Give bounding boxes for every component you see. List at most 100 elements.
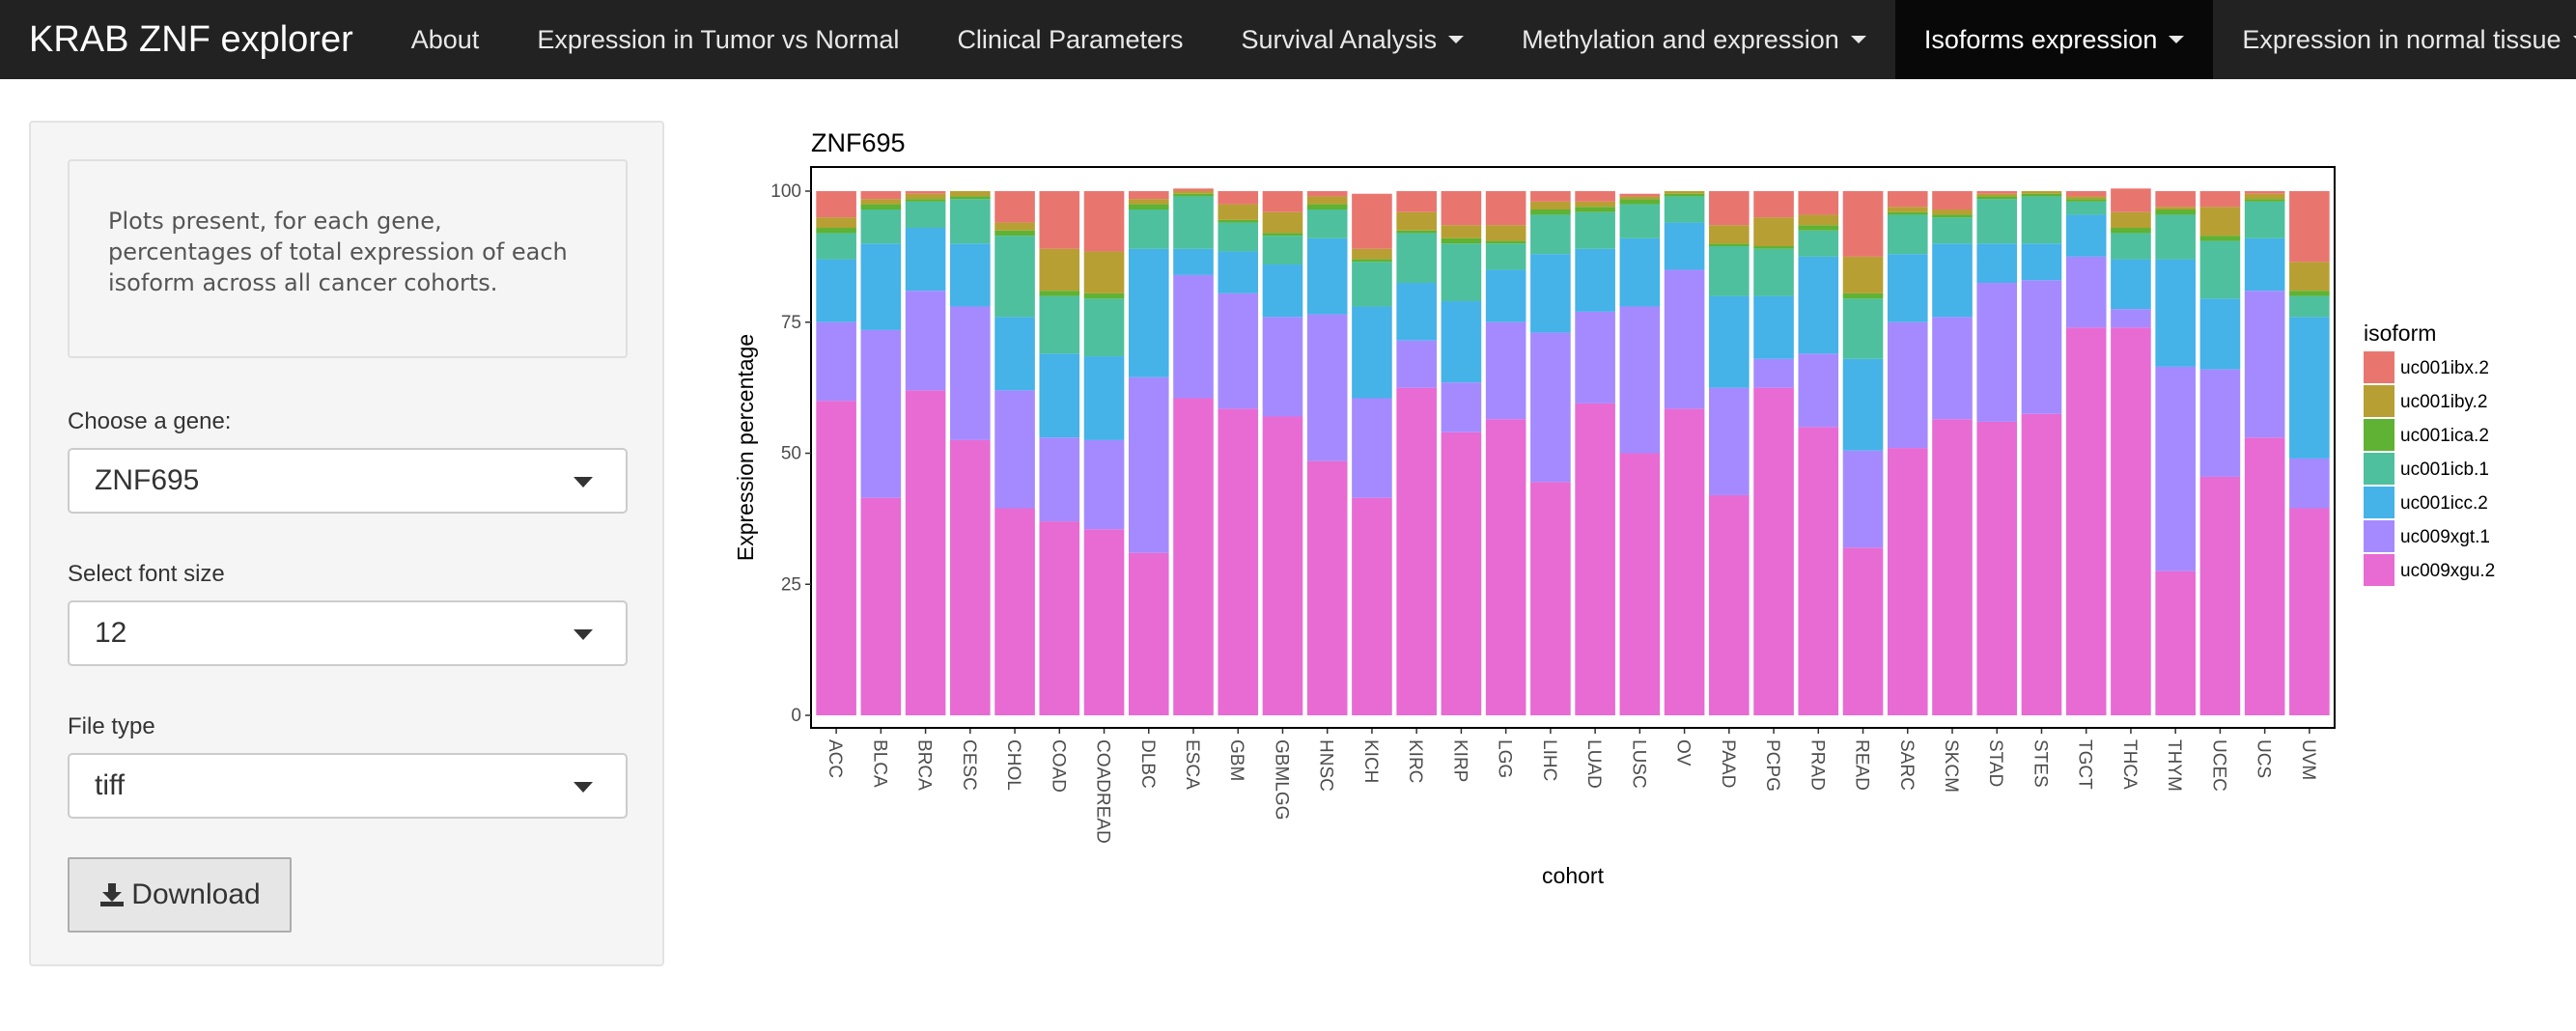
bar-segment xyxy=(2244,199,2285,202)
sidebar-panel: Plots present, for each gene, percentage… xyxy=(29,121,664,966)
font-size-select[interactable]: 12 xyxy=(68,600,628,666)
bar-segment xyxy=(1798,256,1839,354)
download-button[interactable]: Download xyxy=(68,857,292,933)
legend-swatch xyxy=(2364,554,2394,586)
bar-segment xyxy=(1709,246,1750,296)
bar-segment xyxy=(1352,262,1392,307)
chevron-down-icon xyxy=(574,629,593,640)
legend-label: uc001icb.1 xyxy=(2400,460,2489,480)
bar-segment xyxy=(2289,508,2330,715)
bar-segment xyxy=(994,191,1035,223)
x-tick-label: PRAD xyxy=(1806,739,1827,791)
bar-segment xyxy=(2155,207,2196,210)
bar-segment xyxy=(1709,243,1750,247)
bar-segment xyxy=(860,191,902,200)
nav-item-label: About xyxy=(410,25,480,54)
legend-swatch xyxy=(2364,419,2394,451)
nav-item-isoforms-expression[interactable]: Isoforms expression xyxy=(1894,0,2214,79)
y-tick-label: 25 xyxy=(781,574,801,595)
bar-segment xyxy=(1128,552,1169,715)
bar-segment xyxy=(1932,209,1973,215)
legend-label: uc001ica.2 xyxy=(2400,426,2489,446)
bar-segment xyxy=(1441,243,1482,302)
bar-segment xyxy=(1842,256,1884,293)
bar-segment xyxy=(860,243,902,330)
file-type-select[interactable]: tiff xyxy=(68,753,628,819)
bar-segment xyxy=(1798,427,1839,715)
bar-segment xyxy=(950,199,991,244)
gene-select[interactable]: ZNF695 xyxy=(68,448,628,514)
bar-segment xyxy=(1128,376,1169,553)
bar-segment xyxy=(1619,237,1661,307)
bar-segment xyxy=(994,236,1035,318)
bar-segment xyxy=(1039,248,1080,292)
bar-segment xyxy=(1262,236,1303,265)
bar-segment xyxy=(1887,191,1928,208)
bar-segment xyxy=(2155,259,2196,367)
bar-segment xyxy=(2244,237,2285,292)
legend-swatch xyxy=(2364,351,2394,383)
bar-segment xyxy=(816,233,856,260)
bar-segment xyxy=(1575,191,1615,202)
nav-item-methylation-and-expression[interactable]: Methylation and expression xyxy=(1493,0,1895,79)
bar-segment xyxy=(1575,248,1615,312)
bar-segment xyxy=(1218,408,1259,715)
bar-segment xyxy=(1441,301,1482,383)
nav-item-label: Clinical Parameters xyxy=(957,25,1184,54)
x-tick-label: BRCA xyxy=(914,739,935,791)
bar-segment xyxy=(2021,243,2062,281)
bar-segment xyxy=(1128,248,1169,377)
nav-item-label: Expression in normal tissue xyxy=(2242,25,2562,54)
bar-segment xyxy=(905,390,946,715)
bar-segment xyxy=(860,204,902,210)
bar-segment xyxy=(1396,283,1437,341)
bar-segment xyxy=(2199,207,2241,237)
x-tick-label: GBM xyxy=(1226,739,1246,781)
bar-segment xyxy=(1887,207,1928,212)
x-tick-label: STES xyxy=(2030,739,2050,788)
x-tick-label: SARC xyxy=(1896,739,1917,791)
bar-segment xyxy=(1128,204,1169,210)
app-brand[interactable]: KRAB ZNF explorer xyxy=(29,19,353,60)
bar-segment xyxy=(1530,482,1571,715)
y-tick-label: 0 xyxy=(791,706,801,726)
bar-segment xyxy=(2289,191,2330,263)
bar-segment xyxy=(2199,191,2241,208)
bar-segment xyxy=(1976,243,2018,284)
caret-down-icon xyxy=(1448,36,1465,43)
bar-segment xyxy=(1396,230,1437,234)
nav-item-expression-in-tumor-vs-normal[interactable]: Expression in Tumor vs Normal xyxy=(508,0,928,79)
nav-item-expression-in-normal-tissue[interactable]: Expression in normal tissue xyxy=(2213,0,2576,79)
bar-segment xyxy=(1083,251,1125,293)
bar-segment xyxy=(1218,222,1259,252)
bar-segment xyxy=(2111,211,2151,229)
bar-segment xyxy=(1664,193,1705,197)
x-tick-label: LIHC xyxy=(1539,739,1559,781)
bar-segment xyxy=(1306,237,1348,315)
nav-item-about[interactable]: About xyxy=(382,0,509,79)
x-tick-label: THYM xyxy=(2164,739,2184,792)
bar-segment xyxy=(950,191,991,197)
bar-segment xyxy=(816,228,856,234)
bar-segment xyxy=(1932,419,1973,715)
bar-segment xyxy=(2289,295,2330,318)
gene-select-value: ZNF695 xyxy=(95,464,200,496)
bar-segment xyxy=(816,217,856,229)
nav-item-survival-analysis[interactable]: Survival Analysis xyxy=(1213,0,1494,79)
bar-segment xyxy=(2111,233,2151,260)
bar-segment xyxy=(2199,476,2241,715)
x-tick-label: KIRP xyxy=(1449,739,1470,782)
bar-segment xyxy=(994,222,1035,231)
bar-segment xyxy=(1798,191,1839,215)
bar-segment xyxy=(1887,214,1928,255)
bar-segment xyxy=(1664,222,1705,270)
x-tick-label: UVM xyxy=(2298,739,2318,780)
nav-item-label: Expression in Tumor vs Normal xyxy=(537,25,900,54)
plot-panel-border xyxy=(810,166,2336,729)
bar-segment xyxy=(1485,243,1526,270)
bar-segment xyxy=(1039,295,1080,354)
bar-segment xyxy=(1976,193,2018,197)
nav-item-clinical-parameters[interactable]: Clinical Parameters xyxy=(928,0,1212,79)
bar-segment xyxy=(2289,262,2330,292)
bar-segment xyxy=(2155,571,2196,715)
